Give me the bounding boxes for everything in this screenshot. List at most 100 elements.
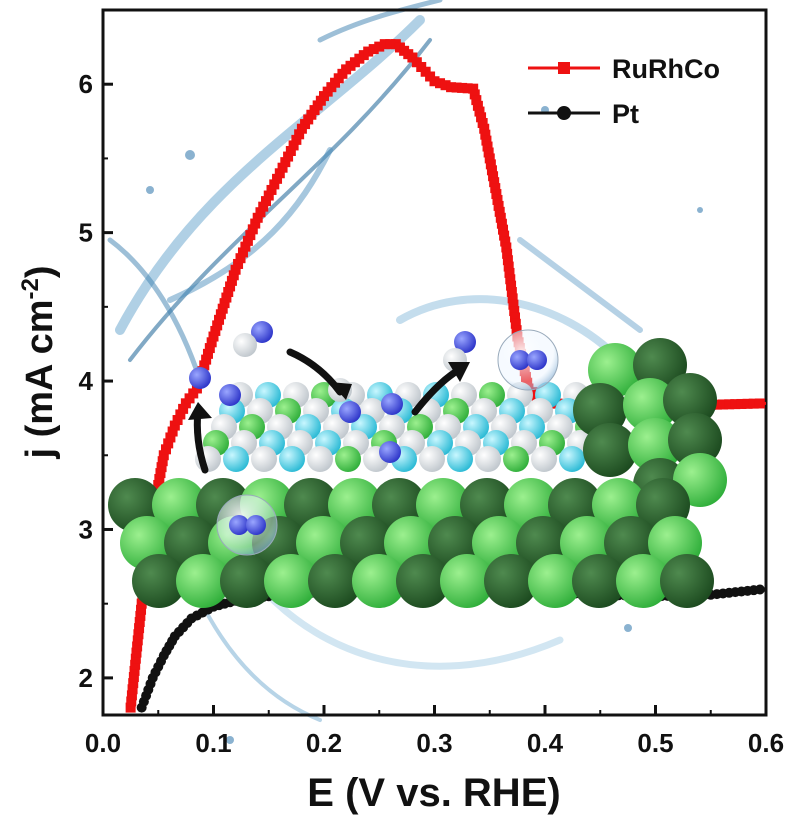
y-axis-title-main: j (mA cm xyxy=(19,299,61,459)
series-point-rurhco xyxy=(154,474,165,485)
series-point-rurhco xyxy=(250,218,261,229)
series-point-rurhco xyxy=(266,184,277,195)
y-tick-label: 3 xyxy=(79,514,93,544)
series-point-rurhco xyxy=(128,672,139,683)
series-point-rurhco xyxy=(202,348,213,359)
surface-atom xyxy=(623,378,677,432)
n-atom xyxy=(246,515,266,535)
x-tick-label: 0.5 xyxy=(637,728,673,758)
series-point-rurhco xyxy=(175,409,186,420)
series-point-rurhco xyxy=(510,312,521,323)
legend-label-pt: Pt xyxy=(612,99,639,129)
series-point-rurhco xyxy=(153,479,164,490)
series-point-rurhco xyxy=(368,44,379,55)
series-point-rurhco xyxy=(163,438,174,449)
series-point-rurhco xyxy=(472,100,483,111)
series-point-rurhco xyxy=(157,456,168,467)
series-point-rurhco xyxy=(294,129,305,140)
surface-atom xyxy=(233,333,257,357)
series-point-rurhco xyxy=(374,41,385,52)
x-tick-label: 0.4 xyxy=(527,728,564,758)
catalyst-surface-illustration xyxy=(108,321,727,608)
series-point-rurhco xyxy=(255,207,266,218)
surface-atom xyxy=(528,554,582,608)
series-point-pt xyxy=(754,584,765,595)
series-point-rurhco xyxy=(128,678,139,689)
series-point-rurhco xyxy=(748,398,759,409)
series-point-rurhco xyxy=(488,171,499,182)
series-point-rurhco xyxy=(247,224,258,235)
surface-atom xyxy=(220,554,274,608)
x-tick-labels: 0.0 0.1 0.2 0.3 0.4 0.5 0.6 xyxy=(85,728,784,758)
n-atom xyxy=(510,350,530,370)
series-point-rurhco xyxy=(208,331,219,342)
series-point-rurhco xyxy=(135,610,146,621)
series-point-rurhco xyxy=(469,89,480,100)
series-point-rurhco xyxy=(511,325,522,336)
surface-atom xyxy=(251,446,277,472)
surface-atom xyxy=(531,446,557,472)
y-axis-title-sup: -2 xyxy=(17,278,44,299)
series-point-rurhco xyxy=(291,134,302,145)
n-atom xyxy=(527,350,547,370)
legend-label-rurhco: RuRhCo xyxy=(612,54,720,84)
series-point-rurhco xyxy=(217,303,228,314)
n-atom xyxy=(251,321,273,343)
n-atom xyxy=(381,393,403,415)
series-point-rurhco xyxy=(221,292,232,303)
x-tick-label: 0.3 xyxy=(416,728,452,758)
x-tick-label: 0.0 xyxy=(85,728,121,758)
series-point-rurhco xyxy=(240,241,251,252)
series-point-rurhco xyxy=(235,253,246,264)
series-point-rurhco xyxy=(499,230,510,241)
series-point-rurhco xyxy=(274,168,285,179)
series-point-rurhco xyxy=(272,173,283,184)
series-point-rurhco xyxy=(482,141,493,152)
n-atom xyxy=(339,401,361,423)
series-point-rurhco xyxy=(204,343,215,354)
series-point-rurhco xyxy=(489,177,500,188)
series-point-rurhco xyxy=(131,647,142,658)
series-point-rurhco xyxy=(495,212,506,223)
x-tick-label: 0.2 xyxy=(306,728,342,758)
series-point-rurhco xyxy=(711,399,722,410)
series-point-rurhco xyxy=(506,280,517,291)
arrow-head xyxy=(330,382,352,400)
series-point-rurhco xyxy=(230,264,241,275)
series-point-rurhco xyxy=(446,82,457,93)
series-point-rurhco xyxy=(228,270,239,281)
series-point-rurhco xyxy=(484,153,495,164)
series-point-rurhco xyxy=(219,298,230,309)
surface-atom xyxy=(419,446,445,472)
surface-atom xyxy=(559,446,585,472)
surface-atom xyxy=(132,554,186,608)
series-point-rurhco xyxy=(283,151,294,162)
surface-atom xyxy=(628,418,682,472)
series-point-rurhco xyxy=(125,702,136,713)
series-point-rurhco xyxy=(724,399,735,410)
series-point-rurhco xyxy=(468,83,479,94)
series-point-rurhco xyxy=(440,80,451,91)
series-point-rurhco xyxy=(165,432,176,443)
series-point-rurhco xyxy=(502,248,513,259)
series-point-rurhco xyxy=(506,287,517,297)
series-point-rurhco xyxy=(126,690,137,701)
series-point-rurhco xyxy=(486,165,497,176)
series-point-rurhco xyxy=(199,360,210,371)
series-point-rurhco xyxy=(214,314,225,325)
series-point-rurhco xyxy=(129,665,140,676)
series-point-rurhco xyxy=(155,468,166,479)
y-axis-title-close: ) xyxy=(19,265,61,278)
series-point-rurhco xyxy=(754,398,765,409)
series-point-rurhco xyxy=(501,242,512,253)
series-point-rurhco xyxy=(385,39,396,50)
series-point-rurhco xyxy=(490,183,501,194)
surface-atom xyxy=(352,554,406,608)
series-point-rurhco xyxy=(508,299,519,310)
series-point-rurhco xyxy=(263,190,274,201)
x-tick-label: 0.6 xyxy=(748,728,784,758)
x-tick-label: 0.1 xyxy=(195,728,231,758)
series-point-rurhco xyxy=(160,444,171,455)
n-atom xyxy=(189,367,211,389)
